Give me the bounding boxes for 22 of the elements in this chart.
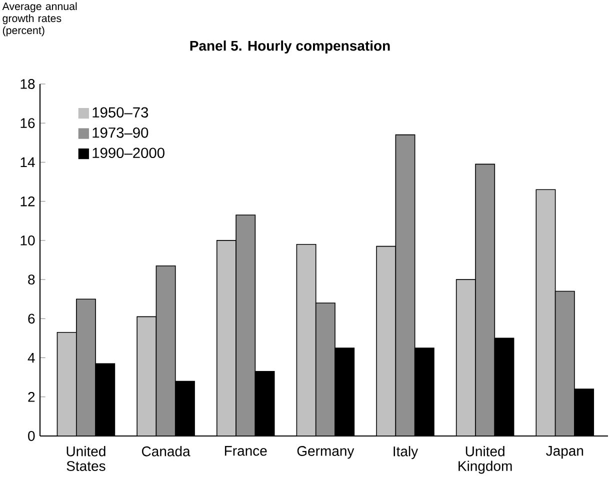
x-tick-label: Canada (142, 446, 190, 456)
y-tick-label: 14 (20, 157, 35, 168)
legend-label: 1950–73 (92, 107, 148, 118)
x-tick-label: United States (66, 446, 106, 471)
y-tick-label: 12 (20, 196, 35, 206)
x-tick-label: Japan (546, 446, 584, 459)
y-tick-label: 2 (28, 392, 35, 402)
y-tick-label: 18 (20, 79, 35, 89)
x-tick-label: Italy (394, 446, 418, 460)
x-tick-label: Germany (297, 446, 354, 459)
y-tick-label: 0 (28, 431, 35, 441)
y-tick-label: 10 (20, 235, 35, 246)
y-tick-label: 4 (28, 352, 35, 363)
y-tick-label: 6 (28, 314, 35, 324)
y-tick-label: 16 (20, 118, 35, 128)
x-tick-label: United Kingdom (458, 446, 512, 474)
legend-label: 1990–2000 (92, 148, 164, 158)
x-tick-label: France (224, 446, 267, 456)
chart-title: Panel 5. Hourly compensation (190, 40, 390, 54)
y-axis-title: Average annual growth rates (percent) (2, 2, 77, 36)
legend-label: 1973–90 (92, 127, 148, 138)
y-tick-label: 8 (28, 274, 35, 285)
